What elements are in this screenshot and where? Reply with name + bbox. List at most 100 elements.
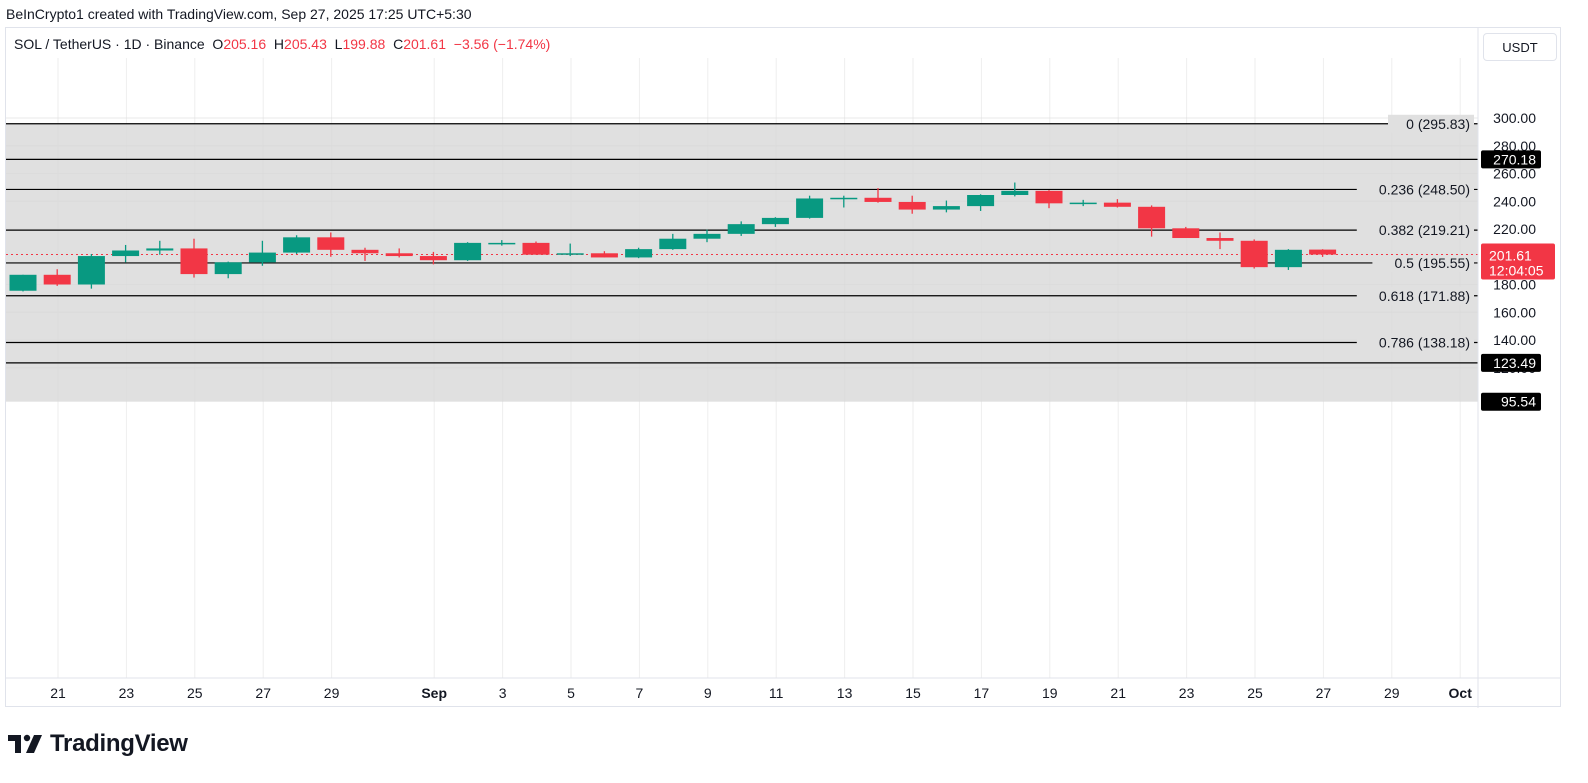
fib-level-label: 0.236 (248.50) <box>1379 181 1470 197</box>
price-marker-label: 95.54 <box>1501 394 1536 410</box>
candle-body-up[interactable] <box>248 252 276 263</box>
low-value: 199.88 <box>342 36 386 52</box>
candle-body-up[interactable] <box>112 250 140 257</box>
candle-body-up[interactable] <box>283 237 311 253</box>
price-axis-label: 160.00 <box>1493 304 1536 320</box>
fib-label-bg <box>1356 180 1474 199</box>
candle-body-down[interactable] <box>1206 238 1234 241</box>
candle-body-up[interactable] <box>488 242 516 245</box>
time-axis-label: 9 <box>704 685 712 701</box>
time-axis-label: 23 <box>119 685 135 701</box>
candle-body-down[interactable] <box>419 256 447 261</box>
symbol-label[interactable]: SOL / TetherUS · 1D · Binance <box>14 36 205 52</box>
tradingview-logo-icon <box>8 734 42 753</box>
candle-body-up[interactable] <box>659 238 687 250</box>
candle-body-down[interactable] <box>864 197 892 202</box>
candle-body-down[interactable] <box>1035 190 1063 204</box>
fib-level-label: 0 (295.83) <box>1406 116 1470 132</box>
time-axis-label: 7 <box>636 685 644 701</box>
price-axis-label: 140.00 <box>1493 332 1536 348</box>
high-value: 205.43 <box>284 36 327 52</box>
candle-body-up[interactable] <box>77 256 105 285</box>
candle-body-down[interactable] <box>317 237 345 250</box>
change-value: −3.56 (−1.74%) <box>453 36 551 52</box>
candle-body-down[interactable] <box>385 253 413 257</box>
candle-body-up[interactable] <box>830 197 858 200</box>
price-axis-label: 280.00 <box>1493 138 1536 154</box>
candle-body-up[interactable] <box>796 198 824 218</box>
fib-label-bg <box>1356 333 1474 352</box>
fib-level-label: 0.618 (171.88) <box>1379 288 1470 304</box>
candle-body-up[interactable] <box>1069 202 1097 205</box>
close-value: 201.61 <box>403 36 447 52</box>
time-axis-label: 29 <box>324 685 340 701</box>
time-axis-label: Oct <box>1449 685 1473 701</box>
time-axis-label: 21 <box>1110 685 1126 701</box>
open-label: O <box>212 36 224 52</box>
candle-body-up[interactable] <box>1274 249 1302 268</box>
time-axis-label: 23 <box>1179 685 1195 701</box>
candle-body-down[interactable] <box>522 242 550 255</box>
fib-level-label: 0.382 (219.21) <box>1379 222 1470 238</box>
price-axis-label: 180.00 <box>1493 277 1536 293</box>
candle-body-down[interactable] <box>351 249 379 254</box>
price-axis-label: 220.00 <box>1493 221 1536 237</box>
time-axis-label: 19 <box>1042 685 1058 701</box>
time-axis-label: Sep <box>421 685 447 701</box>
candle-countdown: 12:04:05 <box>1489 263 1544 279</box>
price-marker-label: 123.49 <box>1493 355 1536 371</box>
candle-body-up[interactable] <box>1001 190 1029 196</box>
candle-body-down[interactable] <box>590 253 618 258</box>
candle-body-down[interactable] <box>1103 202 1131 207</box>
candle-body-down[interactable] <box>1309 249 1337 255</box>
price-axis-label: 240.00 <box>1493 193 1536 209</box>
time-axis-label: 25 <box>1247 685 1263 701</box>
time-axis-label: 15 <box>905 685 921 701</box>
candle-body-down[interactable] <box>898 201 926 210</box>
candle-body-down[interactable] <box>180 248 208 275</box>
time-axis-label: 27 <box>1316 685 1332 701</box>
price-marker-label: 270.18 <box>1493 151 1536 167</box>
candle-body-down[interactable] <box>1138 206 1166 229</box>
tradingview-logo[interactable]: TradingView <box>8 730 188 758</box>
high-label: H <box>273 36 285 52</box>
candle-body-up[interactable] <box>932 206 960 210</box>
candle-body-up[interactable] <box>693 233 721 239</box>
time-axis-label: 25 <box>187 685 203 701</box>
time-axis-label: 13 <box>837 685 853 701</box>
candle-body-up[interactable] <box>146 248 174 251</box>
chart-credit: BeInCrypto1 created with TradingView.com… <box>6 6 472 22</box>
price-marker-badge <box>1481 392 1541 411</box>
fib-label-bg <box>1372 253 1474 272</box>
candle-body-up[interactable] <box>214 262 242 275</box>
tradingview-wordmark: TradingView <box>50 730 188 757</box>
open-value: 205.16 <box>223 36 267 52</box>
candle-body-up[interactable] <box>967 195 995 207</box>
candle-body-down[interactable] <box>1172 228 1200 239</box>
candle-body-down[interactable] <box>43 274 71 285</box>
time-axis-label: 21 <box>50 685 66 701</box>
last-price-badge <box>1481 243 1555 280</box>
currency-button[interactable]: USDT <box>1483 33 1557 61</box>
fib-label-bg <box>1356 221 1474 240</box>
candle-body-up[interactable] <box>9 274 37 291</box>
candle-body-up[interactable] <box>727 224 755 234</box>
chart-frame <box>5 27 1561 707</box>
time-axis-label: 29 <box>1384 685 1400 701</box>
candle-body-up[interactable] <box>556 253 584 255</box>
time-axis-label: 27 <box>255 685 271 701</box>
fib-label-bg <box>1356 286 1474 305</box>
price-axis-label: 260.00 <box>1493 166 1536 182</box>
candle-body-down[interactable] <box>1240 240 1268 268</box>
candle-body-up[interactable] <box>761 217 789 225</box>
price-marker-badge <box>1481 150 1541 169</box>
candle-body-up[interactable] <box>625 249 653 258</box>
time-axis-label: 3 <box>499 685 507 701</box>
fib-label-bg <box>1388 114 1474 133</box>
fib-level-label: 0.786 (138.18) <box>1379 335 1470 351</box>
close-label: C <box>393 36 404 52</box>
candle-body-up[interactable] <box>454 242 482 261</box>
time-axis-label: 5 <box>567 685 575 701</box>
last-price-value: 201.61 <box>1489 248 1532 264</box>
